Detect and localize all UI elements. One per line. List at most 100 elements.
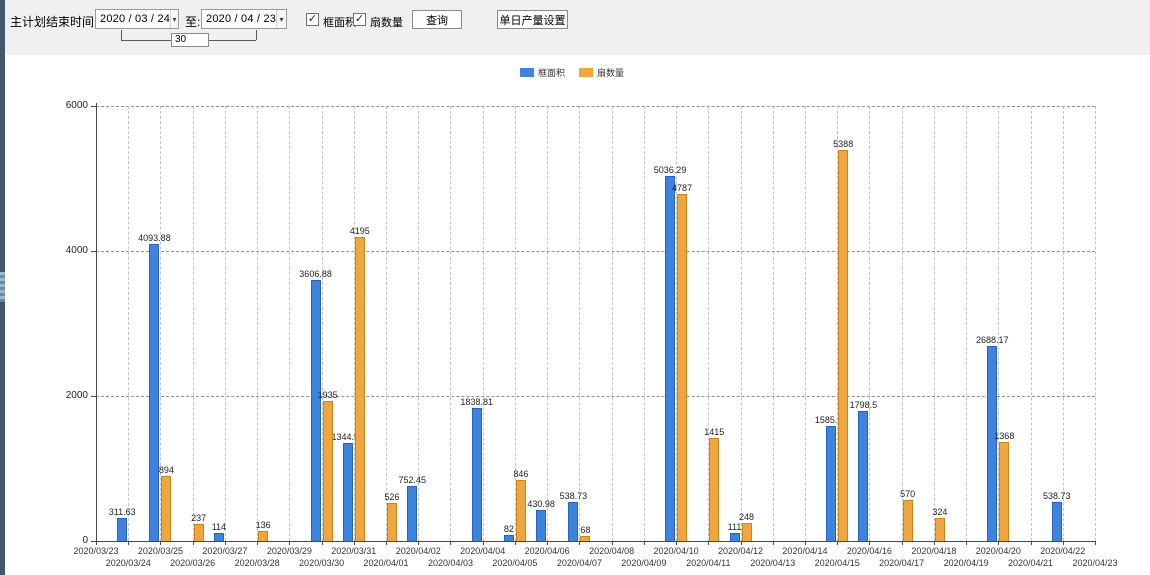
v-gridline	[611, 106, 613, 541]
v-gridline	[579, 106, 581, 541]
v-gridline	[224, 106, 226, 541]
x-axis-tick	[1030, 541, 1032, 545]
v-gridline	[386, 106, 388, 541]
bar-value-label: 526	[384, 491, 400, 502]
x-axis-label: 2020/03/29	[266, 546, 312, 556]
bar-value-label: 5388	[833, 139, 854, 150]
h-gridline	[96, 251, 1095, 252]
bar-value-label: 311.63	[108, 507, 136, 518]
checkbox-fan-count[interactable]: ✓	[353, 13, 366, 26]
v-gridline	[128, 106, 130, 541]
v-gridline	[837, 106, 839, 541]
bar-扇数量	[580, 536, 591, 541]
v-gridline	[450, 106, 452, 541]
bar-扇数量	[902, 499, 913, 541]
x-axis-tick	[386, 541, 388, 545]
date-from-dropdown-button[interactable]: ▾	[170, 10, 178, 28]
x-axis-tick	[224, 541, 226, 545]
x-axis-tick	[514, 541, 516, 545]
bar-扇数量	[999, 441, 1010, 541]
bar-扇数量	[515, 479, 526, 541]
bar-框面积	[149, 244, 160, 541]
v-gridline	[1062, 106, 1064, 541]
x-axis-tick	[1062, 541, 1064, 545]
y-axis-tick	[91, 106, 96, 107]
v-gridline	[901, 106, 903, 541]
x-axis-label: 2020/04/13	[750, 558, 796, 568]
date-from-value: 2020 / 03 / 24	[100, 13, 171, 25]
legend-item[interactable]: 框面积	[520, 66, 565, 79]
x-axis-tick	[676, 541, 678, 545]
left-window-edge-notch	[0, 272, 5, 302]
bar-框面积	[568, 501, 579, 541]
bar-value-label: 1415	[704, 427, 725, 438]
x-axis-label: 2020/03/28	[234, 558, 280, 568]
bar-value-label: 68	[580, 525, 591, 536]
x-axis-tick	[1095, 541, 1096, 545]
x-axis-label: 2020/04/07	[556, 558, 602, 568]
daily-output-settings-button[interactable]: 单日产量设置	[497, 10, 568, 29]
x-axis-label: 2020/04/23	[1072, 558, 1118, 568]
x-axis-tick	[192, 541, 194, 545]
v-gridline	[998, 106, 1000, 541]
v-gridline	[869, 106, 871, 541]
x-axis-label: 2020/04/21	[1008, 558, 1054, 568]
y-axis-label: 6000	[65, 100, 88, 111]
v-gridline	[514, 106, 516, 541]
bar-扇数量	[387, 502, 398, 541]
x-axis-label: 2020/04/05	[492, 558, 538, 568]
bar-value-label: 1368	[994, 430, 1015, 441]
bar-value-label: 1585.96	[814, 415, 848, 426]
bar-value-label: 538.73	[559, 490, 588, 501]
connector-line	[256, 30, 257, 40]
x-axis-tick	[160, 541, 162, 545]
x-axis-label: 2020/04/22	[1040, 546, 1086, 556]
bar-框面积	[858, 410, 869, 541]
bar-扇数量	[354, 236, 365, 541]
date-to-value: 2020 / 04 / 23	[206, 13, 277, 25]
v-gridline	[192, 106, 194, 541]
x-axis-tick	[837, 541, 839, 545]
date-to-dropdown-button[interactable]: ▾	[276, 10, 286, 28]
bar-扇数量	[677, 193, 688, 541]
v-gridline	[804, 106, 806, 541]
bar-value-label: 237	[191, 512, 207, 523]
x-axis-label: 2020/04/18	[911, 546, 957, 556]
y-axis-tick	[91, 251, 96, 252]
toolbar: 主计划结束时间: 2020 / 03 / 24 ▾ 至: 2020 / 04 /…	[5, 0, 1150, 55]
v-gridline	[966, 106, 968, 541]
y-axis-label: 0	[82, 535, 88, 546]
v-gridline	[257, 106, 259, 541]
x-axis-tick	[772, 541, 774, 545]
y-axis	[96, 103, 97, 545]
checkbox-fan-count-label: 扇数量	[370, 17, 403, 29]
legend-item[interactable]: 扇数量	[579, 66, 624, 79]
left-window-edge	[0, 0, 5, 575]
date-to-picker[interactable]: 2020 / 04 / 23 ▾	[201, 9, 287, 29]
bar-框面积	[117, 518, 128, 541]
days-between-input[interactable]: 30	[171, 33, 209, 47]
x-axis-label: 2020/04/20	[975, 546, 1021, 556]
query-button[interactable]: 查询	[412, 10, 462, 29]
x-axis-label: 2020/04/08	[589, 546, 635, 556]
checkbox-frame-area[interactable]: ✓	[306, 13, 319, 26]
bar-value-label: 82	[503, 524, 514, 535]
check-icon: ✓	[307, 13, 318, 25]
bar-框面积	[1051, 501, 1062, 541]
x-axis-label: 2020/03/24	[105, 558, 151, 568]
x-axis-tick	[933, 541, 935, 545]
bar-框面积	[729, 532, 740, 541]
x-axis-tick	[418, 541, 420, 545]
x-axis-tick	[450, 541, 452, 545]
y-axis-tick	[91, 396, 96, 397]
bar-框面积	[310, 279, 321, 541]
bar-扇数量	[741, 523, 752, 541]
bar-扇数量	[709, 438, 720, 541]
bar-value-label: 3606.88	[299, 268, 332, 279]
x-axis-label: 2020/03/25	[137, 546, 183, 556]
connector-line	[121, 40, 171, 41]
chart-panel: 框面积 扇数量 0 2000 4000 6000 2020/03/23 2020/03/24…	[5, 55, 1150, 575]
bar-框面积	[503, 535, 514, 541]
date-from-picker[interactable]: 2020 / 03 / 24 ▾	[95, 9, 179, 29]
